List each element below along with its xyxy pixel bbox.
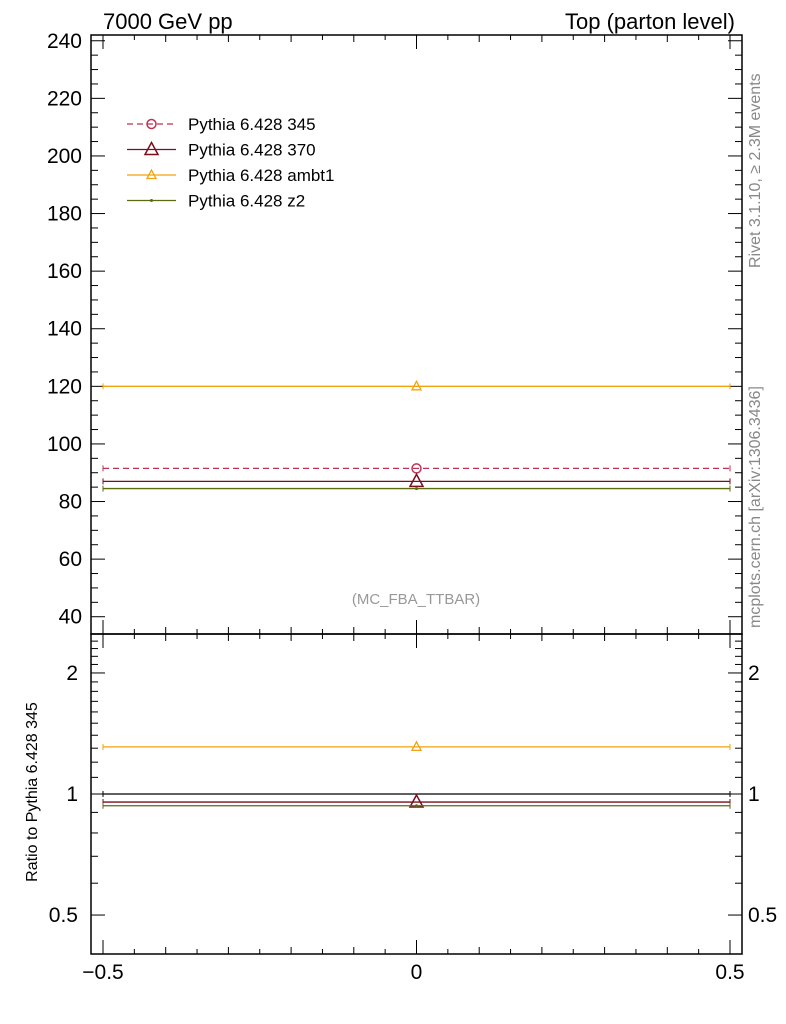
series-marker — [143, 140, 160, 156]
x-tick-label: 0 — [411, 961, 423, 984]
y-tick-label: 180 — [47, 203, 82, 226]
ratio-axis-ticks: 0.5 0.5 1 1 2 2 −0.5 0 0.5 — [49, 634, 777, 984]
y-tick-label: 120 — [47, 375, 82, 398]
series-marker — [410, 379, 423, 391]
legend: Pythia 6.428 345 Pythia 6.428 370 Pythia 6… — [127, 115, 334, 211]
y-tick-label: 40 — [59, 606, 82, 629]
ratio-y-tick-label: 2 — [66, 662, 78, 685]
legend-label: Pythia 6.428 370 — [188, 141, 316, 160]
ratio-y-axis-label: Ratio to Pythia 6.428 345 — [24, 702, 41, 882]
y-tick-label: 100 — [47, 433, 82, 456]
side-top-label: Rivet 3.1.10, ≥ 2.3M events — [747, 73, 764, 268]
legend-label: Pythia 6.428 345 — [188, 115, 316, 134]
y-tick-label: 240 — [47, 30, 82, 53]
series-marker — [415, 487, 418, 491]
x-tick-label: −0.5 — [82, 961, 123, 984]
legend-label: Pythia 6.428 z2 — [188, 192, 305, 211]
analysis-watermark: (MC_FBA_TTBAR) — [352, 591, 480, 608]
series-marker — [145, 168, 158, 180]
y-tick-label: 60 — [59, 548, 82, 571]
ratio-y-tick-label: 0.5 — [49, 904, 78, 927]
side-bottom-label: mcplots.cern.ch [arXiv:1306.3436] — [747, 386, 764, 628]
ratio-y-tick-label: 1 — [66, 783, 78, 806]
ratio-y-tick-label-right: 2 — [748, 662, 760, 685]
y-tick-label: 160 — [47, 260, 82, 283]
y-tick-label: 220 — [47, 87, 82, 110]
x-tick-label: 0.5 — [715, 961, 744, 984]
y-tick-label: 140 — [47, 318, 82, 341]
y-tick-label: 200 — [47, 145, 82, 168]
series-marker — [410, 740, 423, 751]
series-marker — [415, 804, 418, 808]
legend-label: Pythia 6.428 ambt1 — [188, 166, 334, 185]
header-right-label: Top (parton level) — [565, 9, 735, 34]
series-marker — [146, 118, 157, 130]
ratio-series-group — [102, 740, 731, 809]
main-axis-ticks: 40 60 80 100 120 140 160 180 200 220 240 — [47, 30, 742, 634]
ratio-y-tick-label-right: 0.5 — [748, 904, 777, 927]
ratio-y-tick-label-right: 1 — [748, 783, 760, 806]
series-marker — [150, 199, 153, 202]
series-marker — [408, 472, 425, 488]
y-tick-label: 80 — [59, 491, 82, 514]
header-left-label: 7000 GeV pp — [103, 9, 233, 34]
main-series-group — [102, 379, 731, 492]
